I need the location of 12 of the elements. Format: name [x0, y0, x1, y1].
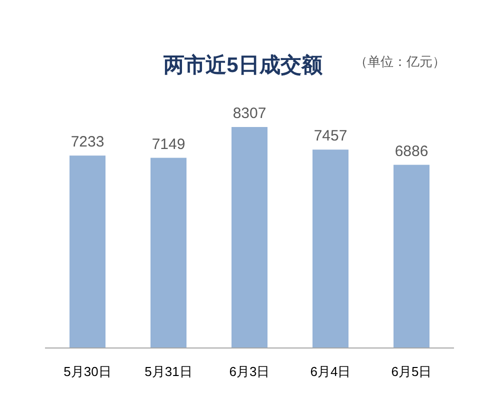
x-tick-label: 6月4日 — [310, 364, 351, 379]
title: 两市近5日成交额 — [164, 54, 322, 77]
annotation: （单位：亿元） — [354, 54, 446, 69]
x-tick-label: 6月3日 — [229, 364, 270, 379]
data-label: 6886 — [394, 142, 428, 160]
data-label: 7149 — [152, 136, 186, 153]
x-tick-label: 5月31日 — [144, 364, 192, 379]
data-label: 8307 — [232, 105, 266, 122]
x-tick-label: 5月30日 — [64, 364, 112, 379]
data-label: 7233 — [70, 134, 104, 151]
data-label: 7457 — [314, 128, 348, 145]
x-tick-label: 6月5日 — [391, 364, 432, 379]
